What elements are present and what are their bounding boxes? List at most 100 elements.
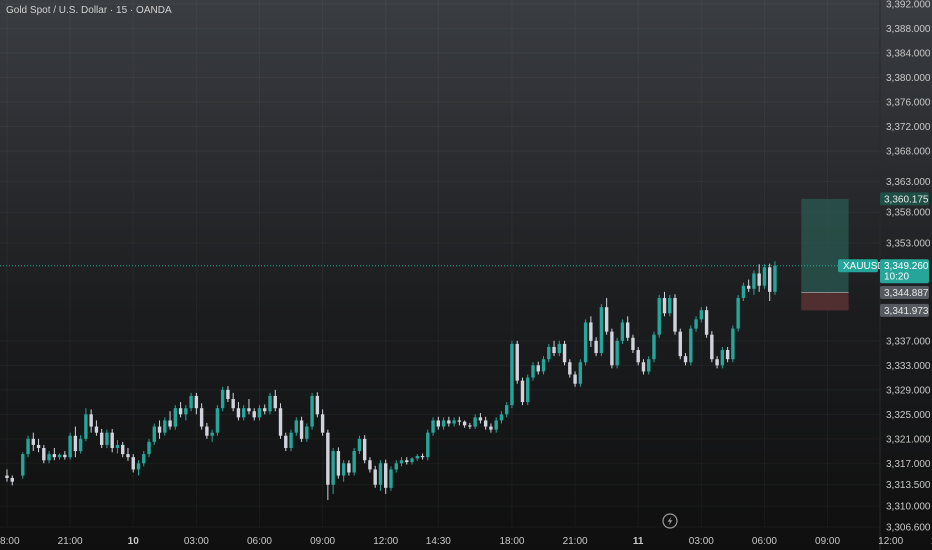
candle-up: [378, 460, 383, 491]
candle-body: [647, 359, 651, 372]
candle-down: [126, 447, 130, 461]
candle-body: [336, 451, 341, 476]
candle-body: [252, 411, 256, 418]
candle-up: [441, 417, 446, 430]
candle-body: [773, 265, 777, 292]
candle-body: [410, 458, 414, 463]
candle-body: [384, 463, 388, 488]
candle-body: [163, 420, 167, 433]
candle-up: [431, 417, 435, 436]
candle-up: [668, 294, 672, 317]
candle-body: [178, 408, 183, 415]
price-tick-label: 3,384.000: [886, 48, 931, 59]
candle-down: [299, 416, 304, 442]
candle-down: [252, 408, 256, 421]
candle-up: [578, 359, 583, 387]
candle-down: [746, 279, 751, 292]
candle-body: [131, 457, 135, 470]
candle-down: [457, 416, 462, 426]
price-tick-label: 3,372.000: [886, 122, 931, 133]
candle-up: [289, 429, 293, 452]
candle-body: [547, 346, 551, 360]
candle-up: [220, 386, 225, 412]
price-markers: 3,360.175 3,344.887 3,341.973 XAUUSD 3,349.2…: [838, 192, 929, 317]
candle-down: [536, 361, 540, 375]
price-marker-text: 3,344.887: [884, 288, 929, 299]
candle-body: [326, 432, 330, 485]
candle-body: [394, 463, 398, 470]
candle-body: [26, 438, 30, 455]
candle-up: [78, 435, 83, 454]
candle-down: [757, 264, 761, 292]
candle-body: [426, 432, 430, 458]
candle-body: [594, 340, 598, 354]
candle-body: [673, 297, 677, 332]
candle-body: [73, 435, 78, 452]
candle-down: [562, 340, 567, 366]
candle-body: [78, 438, 83, 452]
long-position-tool[interactable]: [801, 198, 849, 311]
time-tick-label: 14:30: [931, 536, 932, 547]
candle-down: [10, 475, 14, 486]
candle-down: [683, 353, 688, 366]
candle-body: [478, 417, 483, 421]
candle-body: [768, 267, 772, 292]
time-tick-label: 14:30: [426, 536, 451, 547]
candle-body: [68, 435, 72, 458]
price-tick-label: 3,368.000: [886, 146, 931, 157]
symbol-badge-text: XAUUSD: [843, 261, 885, 272]
current-price-text: 3,349.260: [884, 261, 929, 272]
candle-down: [131, 454, 135, 473]
price-tick-label: 3,310.000: [886, 502, 931, 513]
time-axis[interactable]: 18:00 21:00 10 03:00 06:00 09:00 12:00 14:30 18:…: [0, 536, 932, 547]
candle-body: [189, 395, 193, 409]
candle-up: [394, 460, 398, 473]
candle-up: [426, 429, 430, 461]
time-tick-label: 18:00: [499, 536, 524, 547]
price-tick-label: 3,321.000: [886, 434, 931, 445]
candle-body: [746, 285, 751, 289]
candle-body: [115, 444, 120, 448]
candle-body: [231, 399, 235, 409]
candle-up: [210, 429, 214, 442]
candle-down: [641, 359, 646, 375]
price-tick-label: 3,306.600: [886, 523, 931, 534]
candle-body: [210, 432, 214, 436]
candle-body: [99, 432, 104, 445]
candle-down: [610, 328, 614, 369]
price-axis[interactable]: 3,392.000 3,388.000 3,384.000 3,380.000 3,37…: [879, 0, 931, 550]
candle-body: [568, 362, 572, 375]
candle-up: [294, 417, 298, 436]
candle-down: [326, 429, 330, 501]
candle-down: [347, 460, 351, 476]
candle-up: [752, 270, 756, 295]
candle-up: [505, 402, 509, 418]
candle-body: [599, 307, 604, 354]
candle-body: [194, 395, 199, 409]
candle-body: [5, 475, 9, 479]
candle-body: [89, 414, 93, 427]
candle-down: [99, 429, 104, 448]
candle-up: [531, 362, 535, 381]
candle-up: [163, 417, 167, 436]
candle-body: [557, 343, 561, 354]
price-marker-bg: [880, 286, 929, 300]
candle-down: [725, 346, 730, 363]
time-tick-label: 03:00: [184, 536, 209, 547]
symbol-title: Gold Spot / U.S. Dollar · 15 · OANDA: [6, 5, 172, 16]
candle-body: [520, 380, 525, 403]
candle-down: [89, 409, 93, 433]
candles: [5, 261, 777, 501]
candle-body: [604, 307, 609, 332]
candle-body: [704, 310, 709, 335]
candle-up: [341, 460, 346, 482]
candle-body: [668, 297, 672, 314]
lightning-icon[interactable]: [662, 513, 678, 529]
candle-down: [515, 340, 519, 384]
candle-body: [305, 426, 309, 439]
price-tick-label: 3,380.000: [886, 73, 931, 84]
candle-up: [473, 414, 477, 430]
